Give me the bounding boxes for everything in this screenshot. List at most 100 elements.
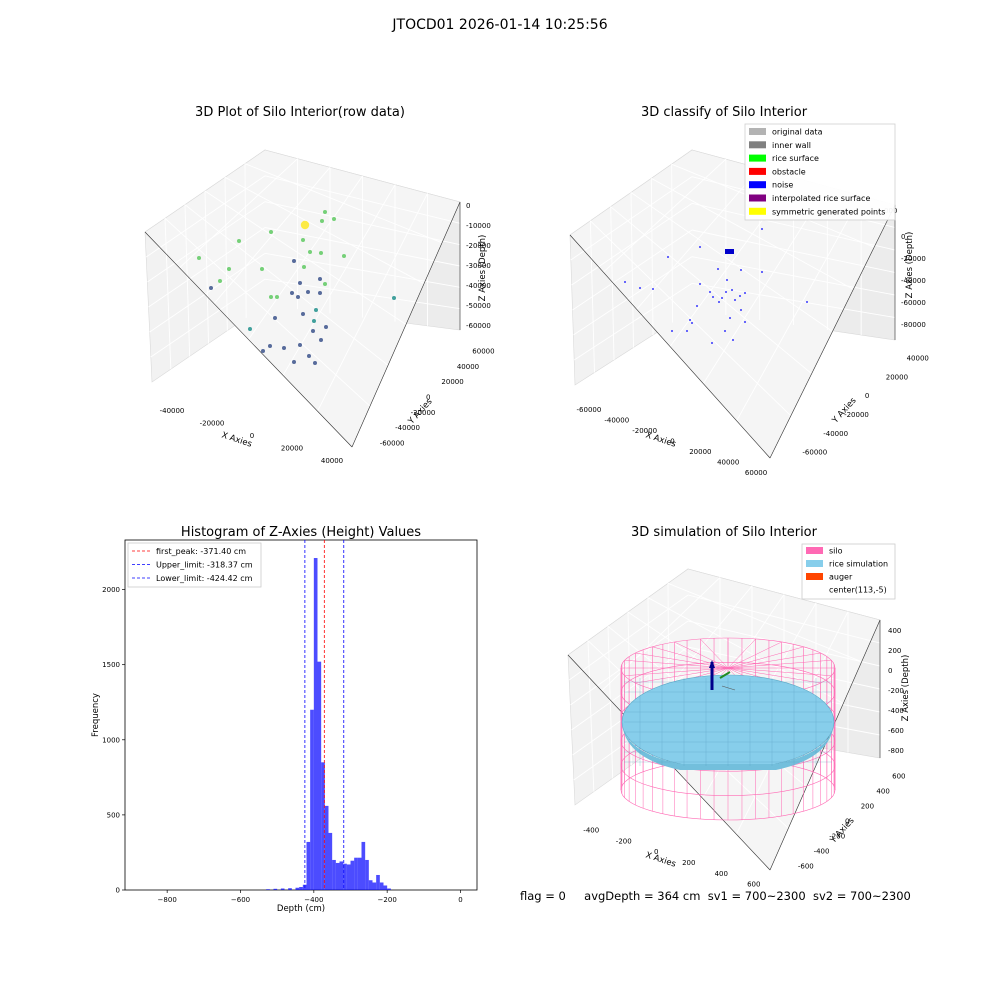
silo-roof-line — [727, 659, 832, 669]
status-avg-depth: avgDepth = 364 cm — [584, 889, 701, 903]
data-point — [342, 254, 346, 258]
tick-label: 0 — [466, 202, 470, 210]
gridline — [630, 192, 833, 332]
x-tick-label: −400 — [304, 896, 323, 904]
tick-label: -20000 — [632, 427, 657, 435]
tick-label: 0 — [865, 392, 869, 400]
x-tick-label: −200 — [378, 896, 397, 904]
z-axis-label: Z Axies (Depth) — [901, 655, 911, 722]
y-axis-line — [351, 201, 461, 448]
x-axis-line — [569, 234, 771, 459]
tick-label: -60000 — [380, 439, 405, 447]
data-point — [319, 251, 323, 255]
histogram-bar — [379, 882, 384, 890]
tick-label: 0 — [670, 438, 674, 446]
chart-classify: 3D classify of Silo Interior-60000-40000… — [569, 105, 929, 477]
chart-title: 3D Plot of Silo Interior(row data) — [195, 105, 405, 120]
tick-label: -600 — [888, 727, 904, 735]
histogram-bar — [357, 857, 362, 890]
y-tick-label: 2000 — [102, 586, 120, 594]
y-axis-label: Frequency — [91, 693, 101, 737]
noise-point — [740, 269, 742, 271]
tick-label: -40000 — [604, 417, 629, 425]
legend-swatch — [749, 128, 766, 135]
data-point — [298, 281, 302, 285]
noise-point — [806, 301, 808, 303]
z-axis-label: Z Axies (Depth) — [905, 232, 915, 299]
status-sv1: sv1 = 700~2300 — [707, 889, 806, 903]
histogram-bar — [273, 888, 278, 890]
histogram-bar — [324, 805, 329, 890]
noise-point — [671, 330, 673, 332]
tick-label: -20000 — [901, 255, 926, 263]
noise-point — [689, 319, 691, 321]
noise-point — [639, 287, 641, 289]
tick-label: -400 — [814, 848, 830, 856]
x-tick-label: 0 — [458, 896, 462, 904]
tick-label: 20000 — [281, 444, 303, 452]
data-point — [227, 267, 231, 271]
legend-label: inner wall — [772, 141, 811, 150]
tick-label: -80000 — [901, 321, 926, 329]
silo-roof-line — [727, 646, 804, 669]
y-tick-label: 1000 — [102, 736, 120, 744]
silo-roof-line — [674, 641, 729, 669]
tick-label: -40000 — [901, 277, 926, 285]
y-tick-label: 500 — [107, 811, 120, 819]
histogram-bar — [335, 862, 340, 890]
tick-label: 40000 — [907, 354, 929, 362]
noise-point — [729, 317, 731, 319]
histogram-bar — [387, 888, 391, 890]
status-line: flag = 0 avgDepth = 364 cm sv1 = 700~230… — [520, 889, 911, 903]
data-point — [392, 296, 396, 300]
data-point — [320, 219, 324, 223]
data-point — [307, 354, 311, 358]
x-axis-label: Depth (cm) — [277, 904, 325, 914]
gridline — [607, 626, 614, 779]
tick-label: 0 — [426, 394, 430, 402]
y-tick-label: 0 — [116, 887, 120, 895]
silo-roof-line — [727, 667, 821, 684]
tick-label: 400 — [888, 627, 901, 635]
legend-label: symmetric generated points — [772, 207, 885, 216]
tick-label: -60000 — [901, 299, 926, 307]
legend-swatch — [749, 154, 766, 162]
tick-label: 200 — [888, 647, 901, 655]
tick-label: 600 — [892, 773, 905, 781]
histogram-bar — [376, 874, 380, 890]
data-point — [260, 267, 264, 271]
chart-sim: 3D simulation of Silo Interior-400-20002… — [567, 525, 911, 889]
gridline — [224, 176, 425, 285]
noise-point — [624, 281, 626, 283]
histogram-bar — [295, 887, 300, 890]
noise-point — [718, 301, 720, 303]
gridline — [184, 204, 389, 366]
chart-title: Histogram of Z-Axies (Height) Values — [181, 525, 421, 540]
tick-label: -400 — [888, 707, 904, 715]
tick-label: -40000 — [160, 407, 185, 415]
silo-roof-line — [652, 646, 729, 669]
noise-point — [709, 291, 711, 293]
data-point — [332, 217, 336, 221]
tick-label: -60000 — [802, 449, 827, 457]
data-point — [306, 290, 310, 294]
noise-point — [761, 271, 763, 273]
tick-label: 60000 — [472, 348, 494, 356]
data-point — [323, 210, 327, 214]
noise-point — [761, 228, 763, 230]
chart-hist: Histogram of Z-Axies (Height) Values −800… — [91, 525, 478, 914]
noise-point — [734, 299, 736, 301]
x-axis-label: X Axies — [644, 850, 677, 869]
data-point — [275, 295, 279, 299]
rice-surface — [621, 674, 835, 770]
x-axis-label: X Axies — [220, 430, 253, 449]
data-point — [269, 230, 273, 234]
data-point — [209, 286, 213, 290]
legend-swatch — [806, 573, 823, 580]
data-point — [261, 349, 265, 353]
legend-frame — [744, 123, 896, 221]
tick-label: -20000 — [411, 409, 436, 417]
tick-label: 0 — [250, 432, 254, 440]
x-tick-label: −600 — [231, 896, 250, 904]
